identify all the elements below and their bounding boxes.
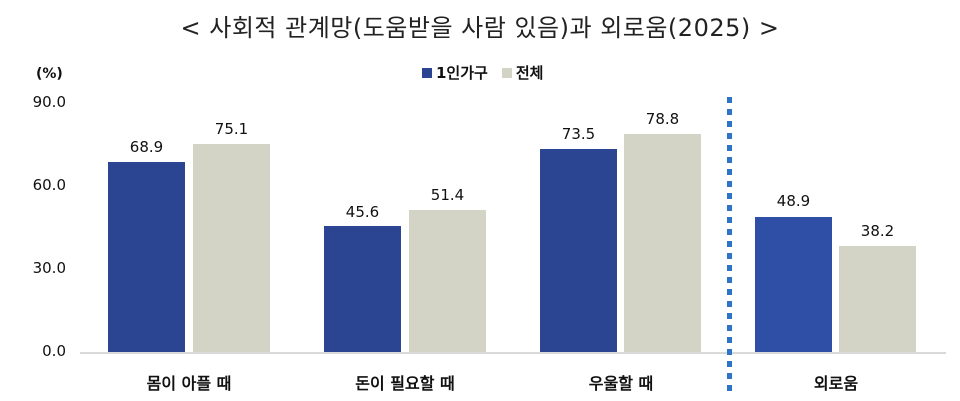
value-label-total: 38.2 xyxy=(860,222,895,240)
value-label-total: 75.1 xyxy=(214,120,249,138)
legend-swatch-single-household xyxy=(422,67,432,78)
y-tick-90: 90.0 xyxy=(32,93,66,111)
value-label-single: 48.9 xyxy=(776,192,811,210)
chart-title: < 사회적 관계망(도움받을 사람 있음)과 외로움(2025) > xyxy=(180,14,780,42)
y-axis-unit: (%) xyxy=(36,66,63,82)
y-tick-60: 60.0 xyxy=(32,176,66,194)
bar-total-money xyxy=(409,210,486,352)
x-label-loneliness: 외로움 xyxy=(813,374,859,393)
legend-item-total: 전체 xyxy=(501,62,544,83)
value-label-total: 51.4 xyxy=(430,186,465,204)
y-tick-30: 30.0 xyxy=(32,259,66,277)
value-label-single: 68.9 xyxy=(129,138,164,156)
value-label-single: 73.5 xyxy=(561,125,596,143)
legend: 1인가구 전체 xyxy=(422,62,543,83)
x-label-money: 돈이 필요할 때 xyxy=(355,374,455,393)
bar-single-loneliness xyxy=(755,217,832,352)
bar-single-sick xyxy=(108,162,185,352)
bar-single-depressed xyxy=(540,149,617,352)
bar-total-sick xyxy=(193,144,270,352)
dotted-separator xyxy=(727,97,732,397)
legend-item-single-household: 1인가구 xyxy=(422,62,488,83)
legend-swatch-total xyxy=(501,67,512,78)
x-label-depressed: 우울할 때 xyxy=(588,374,654,393)
x-axis-line xyxy=(80,352,946,354)
bar-single-money xyxy=(324,226,401,352)
bar-total-loneliness xyxy=(839,246,916,352)
value-label-single: 45.6 xyxy=(345,203,380,221)
x-label-sick: 몸이 아플 때 xyxy=(146,374,232,393)
y-tick-0: 0.0 xyxy=(42,342,66,360)
legend-label: 1인가구 xyxy=(436,64,488,82)
legend-label: 전체 xyxy=(515,64,544,82)
bar-total-depressed xyxy=(624,134,701,352)
value-label-total: 78.8 xyxy=(645,110,680,128)
